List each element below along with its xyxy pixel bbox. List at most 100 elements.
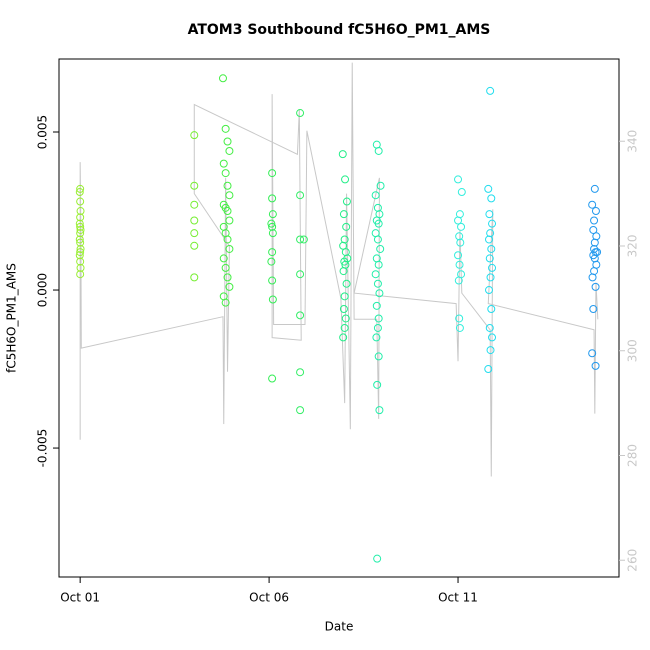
point [299,235,308,244]
point [373,554,382,563]
point [76,222,85,231]
point [268,169,277,178]
point [371,270,380,279]
point [487,194,496,203]
point [342,279,351,288]
y2-tick-label: 260 [626,549,640,572]
point [339,267,348,276]
point [75,235,84,244]
point [190,216,199,225]
point [76,263,85,272]
point [486,273,495,282]
point [455,232,464,241]
point [376,244,385,253]
point [219,159,228,168]
point [591,207,600,216]
point [373,380,382,389]
y2-tick-label: 280 [626,444,640,467]
point [485,210,494,219]
point [374,314,383,323]
point [76,197,85,206]
point [457,222,466,231]
point [268,248,277,257]
point [455,323,464,332]
point [588,349,597,358]
point [221,169,230,178]
line-series [79,62,599,477]
point [486,346,495,355]
point [338,150,347,159]
point [591,361,600,370]
point [267,257,276,266]
point [485,254,494,263]
point [296,406,305,415]
point [342,197,351,206]
point [223,235,232,244]
point [221,263,230,272]
y-tick-label: 0.000 [36,273,50,307]
point [374,352,383,361]
point [590,184,599,193]
point [268,194,277,203]
point [190,200,199,209]
point [76,213,85,222]
point [296,109,305,118]
point [454,216,463,225]
point [454,251,463,260]
point [225,216,234,225]
point [341,175,350,184]
point [223,181,232,190]
point [373,279,382,288]
point [296,235,305,244]
point [296,368,305,377]
point [75,188,84,197]
point [190,229,199,238]
point [268,222,277,231]
point [375,289,384,298]
point [76,248,85,257]
point [221,124,230,133]
point [373,323,382,332]
point [374,219,383,228]
point [342,222,351,231]
point [219,254,228,263]
chart-title: ATOM3 Southbound fC5H6O_PM1_AMS [188,22,491,38]
point [268,295,277,304]
point [486,86,495,95]
point [218,74,227,83]
point [454,175,463,184]
point [341,314,350,323]
point [75,251,84,260]
point [76,238,85,247]
point [375,406,384,415]
x-tick-label: Oct 06 [249,591,289,605]
point [76,184,85,193]
point [372,301,381,310]
point [190,181,199,190]
point [76,207,85,216]
point [373,235,382,244]
point [486,229,495,238]
y-axis-label: fC5H6O_PM1_AMS [5,263,19,373]
point [374,260,383,269]
point [340,292,349,301]
point [589,225,598,234]
point [371,191,380,200]
point [590,216,599,225]
point [591,282,600,291]
point [457,188,466,197]
point [76,229,85,238]
point [488,219,497,228]
point [485,323,494,332]
y-tick-label: -0.005 [36,429,50,468]
point [268,374,277,383]
y2-tick-label: 320 [626,235,640,258]
point [296,311,305,320]
point [372,333,381,342]
y-tick-label: 0.005 [36,115,50,149]
point [223,273,232,282]
point [455,260,464,269]
